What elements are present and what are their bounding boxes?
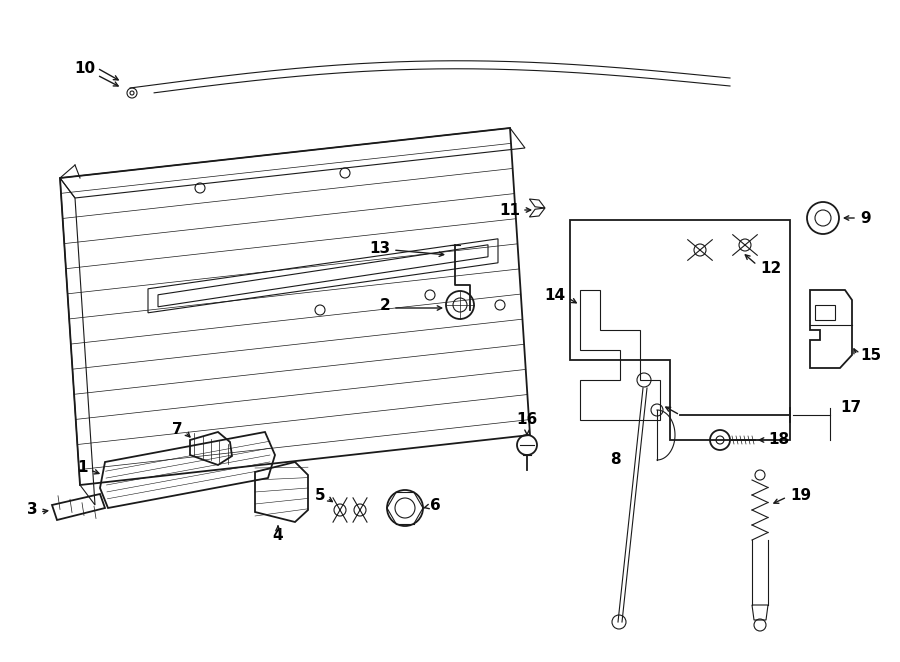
Text: 4: 4 bbox=[273, 528, 284, 542]
Text: 17: 17 bbox=[840, 401, 861, 416]
Text: 8: 8 bbox=[609, 453, 620, 467]
Bar bbox=[815, 305, 835, 320]
Text: 11: 11 bbox=[499, 203, 520, 218]
Text: 10: 10 bbox=[74, 60, 95, 75]
Text: 12: 12 bbox=[760, 261, 781, 275]
Text: 5: 5 bbox=[314, 487, 325, 502]
Text: 7: 7 bbox=[173, 422, 183, 438]
Text: 14: 14 bbox=[544, 287, 565, 303]
Text: 2: 2 bbox=[379, 297, 390, 312]
Text: 13: 13 bbox=[369, 240, 390, 256]
Text: 15: 15 bbox=[860, 348, 881, 363]
Text: 18: 18 bbox=[768, 432, 789, 448]
Text: 19: 19 bbox=[790, 487, 811, 502]
Text: 16: 16 bbox=[517, 412, 537, 428]
Text: 3: 3 bbox=[27, 502, 38, 518]
Text: 1: 1 bbox=[77, 461, 88, 475]
Text: 9: 9 bbox=[860, 211, 870, 226]
Text: 6: 6 bbox=[430, 498, 441, 514]
